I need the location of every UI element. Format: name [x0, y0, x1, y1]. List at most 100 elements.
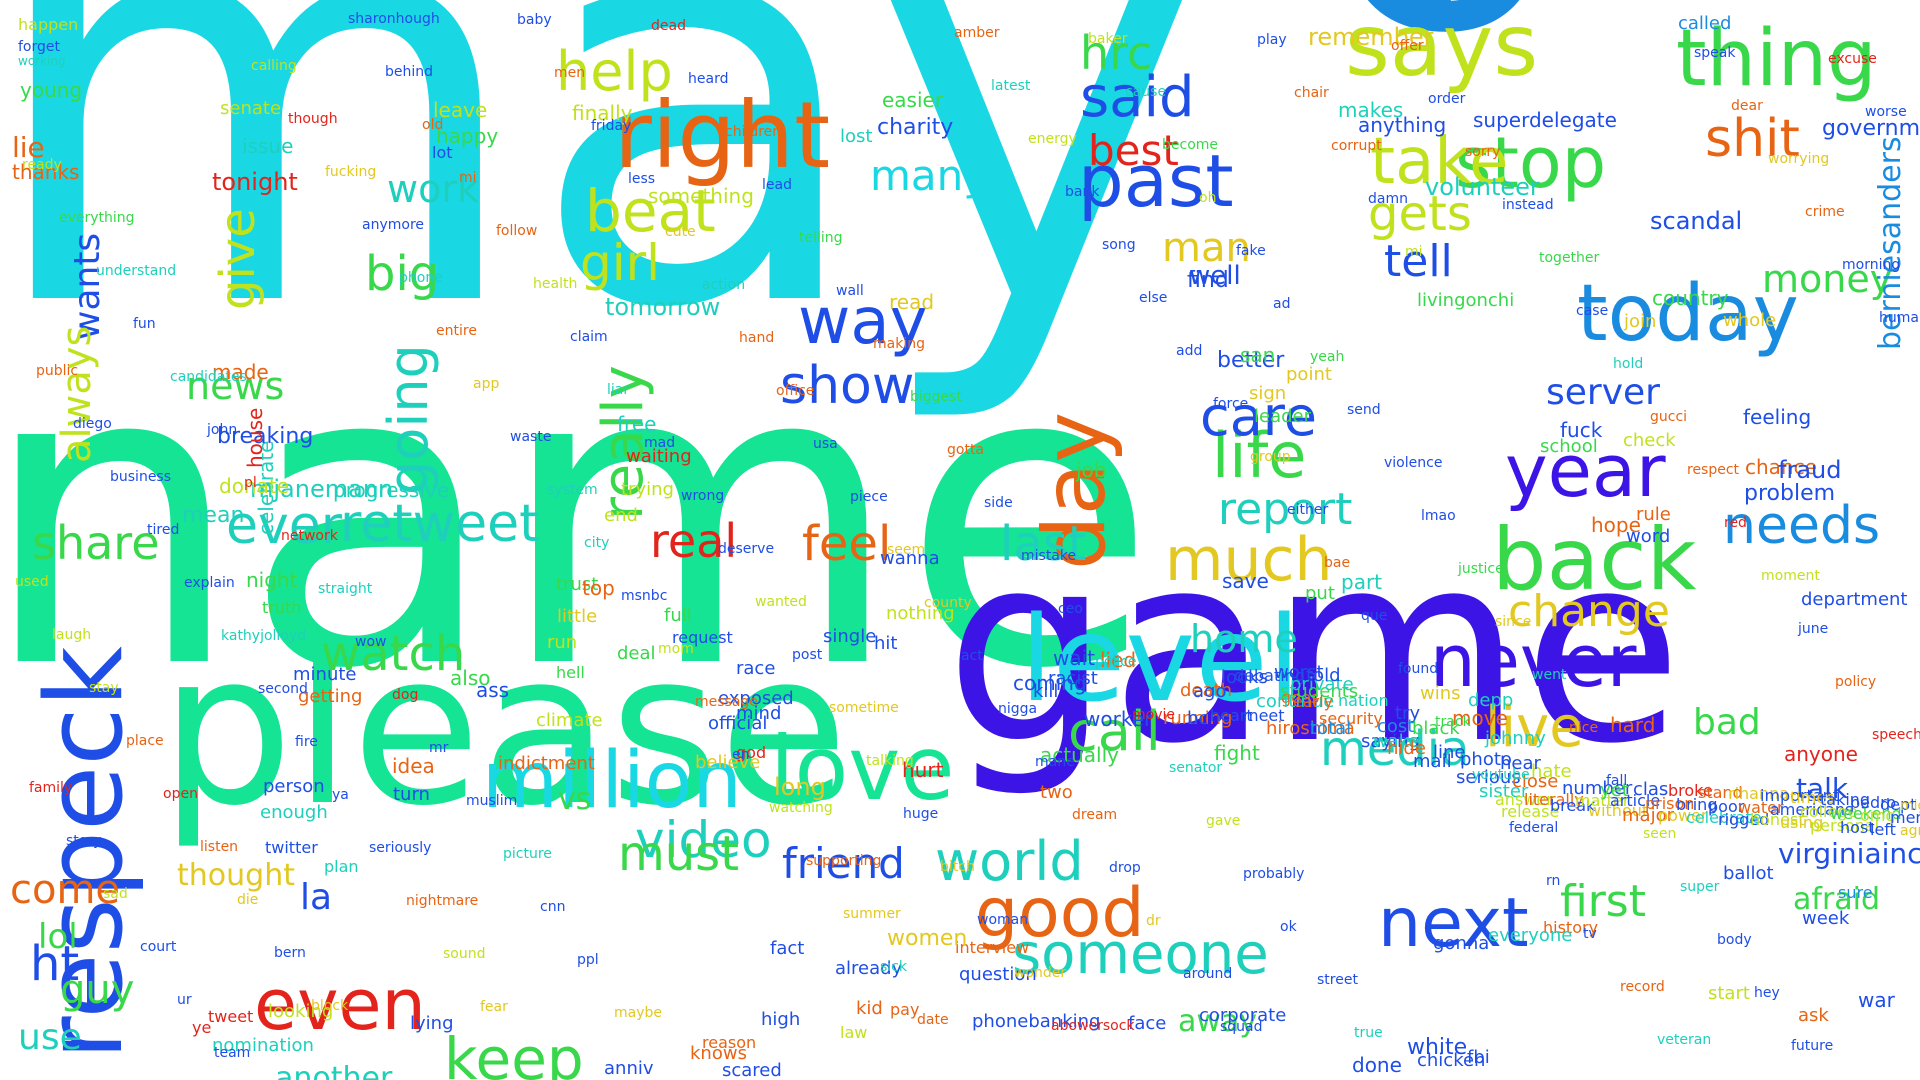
word-rn: rn — [1546, 873, 1561, 889]
word-wonder: wonder — [1014, 965, 1067, 981]
word-agree: agree — [1900, 823, 1920, 839]
word-well: well — [1189, 261, 1241, 291]
word-ur: ur — [177, 992, 192, 1008]
word-nightmare: nightmare — [406, 893, 479, 909]
word-truth: truth — [262, 598, 302, 617]
word-bae: bae — [1324, 555, 1351, 571]
word-using: using — [1780, 813, 1824, 832]
word-piece: piece — [850, 489, 888, 505]
word-ya: ya — [332, 787, 349, 803]
word-either: either — [1287, 502, 1329, 518]
word-baby: baby — [517, 12, 552, 28]
word-bad: bad — [1693, 702, 1761, 743]
word-speak: speak — [1694, 45, 1736, 61]
word-women: women — [887, 926, 968, 951]
word-said: said — [1080, 65, 1195, 130]
word-story: story — [66, 833, 102, 849]
word-sad: sad — [103, 886, 128, 902]
word-play: play — [1257, 32, 1287, 48]
word-never: never — [1430, 619, 1637, 703]
word-lmao: lmao — [1421, 508, 1456, 524]
word-reason: reason — [702, 1033, 757, 1052]
word-anymore: anymore — [362, 217, 425, 233]
word-sign: sign — [1249, 383, 1287, 404]
word-war: war — [1858, 988, 1895, 1012]
word-biggest: biggest — [910, 389, 962, 405]
word-tweet: tweet — [208, 1007, 254, 1026]
word-die: die — [237, 892, 259, 908]
word-ppl: ppl — [577, 952, 599, 968]
word-mi: mi — [459, 170, 477, 186]
word-minute: minute — [293, 664, 357, 685]
word-mi: mi — [1405, 244, 1423, 260]
word-crime: crime — [1805, 204, 1845, 220]
word-anyone: anyone — [1784, 742, 1858, 766]
word-family: family — [29, 780, 73, 796]
word-work: work — [387, 167, 479, 211]
word-big: big — [365, 246, 440, 302]
word-heard: heard — [688, 71, 729, 87]
word-question: question — [959, 964, 1037, 985]
word-tonight: tonight — [212, 168, 298, 196]
word-understand: understand — [96, 263, 177, 279]
word-body: body — [1717, 932, 1752, 948]
word-act: act — [961, 648, 983, 664]
word-racist: racist — [1048, 668, 1098, 689]
word-security: security — [1319, 709, 1383, 728]
word-fucking: fucking — [325, 164, 377, 180]
word-senate: senate — [220, 98, 282, 119]
word-news: news — [186, 364, 285, 408]
word-government: government — [1822, 116, 1920, 141]
word-mail: mail — [1413, 751, 1452, 772]
word-usa: usa — [813, 436, 838, 452]
word-second: second — [258, 681, 308, 697]
word-fake: fake — [1236, 243, 1266, 259]
word-seen: seen — [1643, 826, 1677, 842]
word-add: add — [1176, 343, 1203, 359]
word-fbi: fbi — [1467, 1047, 1490, 1068]
word-children: children — [725, 124, 782, 140]
word-federal: federal — [1509, 820, 1559, 836]
word-major: major — [1622, 805, 1674, 826]
word-level: level — [1020, 590, 1301, 728]
word-report: report — [1218, 484, 1353, 535]
word-use: use — [18, 1017, 82, 1058]
word-video: video — [635, 811, 772, 869]
word-post: post — [792, 647, 823, 663]
word-wow: wow — [355, 634, 387, 650]
word-says: says — [1345, 0, 1539, 96]
word-working: working — [18, 54, 66, 68]
word-going: going — [377, 344, 440, 495]
word-word: word — [1626, 526, 1671, 547]
word-app: app — [473, 376, 500, 392]
word-leave: leave — [433, 98, 488, 122]
word-times: times — [1790, 788, 1835, 807]
word-case: case — [1576, 303, 1609, 319]
word-already: already — [835, 958, 903, 979]
word-used: used — [15, 574, 49, 590]
word-maybe: maybe — [614, 1005, 663, 1021]
word-msnbc: msnbc — [621, 588, 668, 604]
word-chance: chance — [1745, 455, 1817, 479]
word-taking: taking — [1820, 790, 1871, 809]
word-night: night — [246, 568, 298, 592]
word-corporate: corporate — [1199, 1005, 1287, 1026]
word-mean: mean — [182, 503, 245, 528]
word-left: left — [1870, 820, 1896, 839]
word-looks: looks — [1221, 667, 1268, 688]
word-top: top — [582, 576, 615, 600]
word-college: college — [1800, 802, 1858, 821]
word-nice: nice — [1569, 720, 1599, 736]
word-en: en — [732, 747, 750, 763]
word-best: best — [1088, 126, 1179, 175]
word-honest: honest — [1750, 810, 1805, 829]
word-made: made — [212, 360, 269, 384]
word-anniv: anniv — [604, 1058, 654, 1079]
word-exposed: exposed — [718, 688, 794, 709]
word-idea: idea — [392, 754, 435, 778]
word-mad: mad — [644, 435, 676, 451]
word-ballot: ballot — [1723, 863, 1774, 884]
word-hiroshima: hiroshima — [1266, 718, 1355, 739]
word-policy: policy — [1835, 674, 1877, 690]
word-worse: worse — [1865, 104, 1907, 120]
